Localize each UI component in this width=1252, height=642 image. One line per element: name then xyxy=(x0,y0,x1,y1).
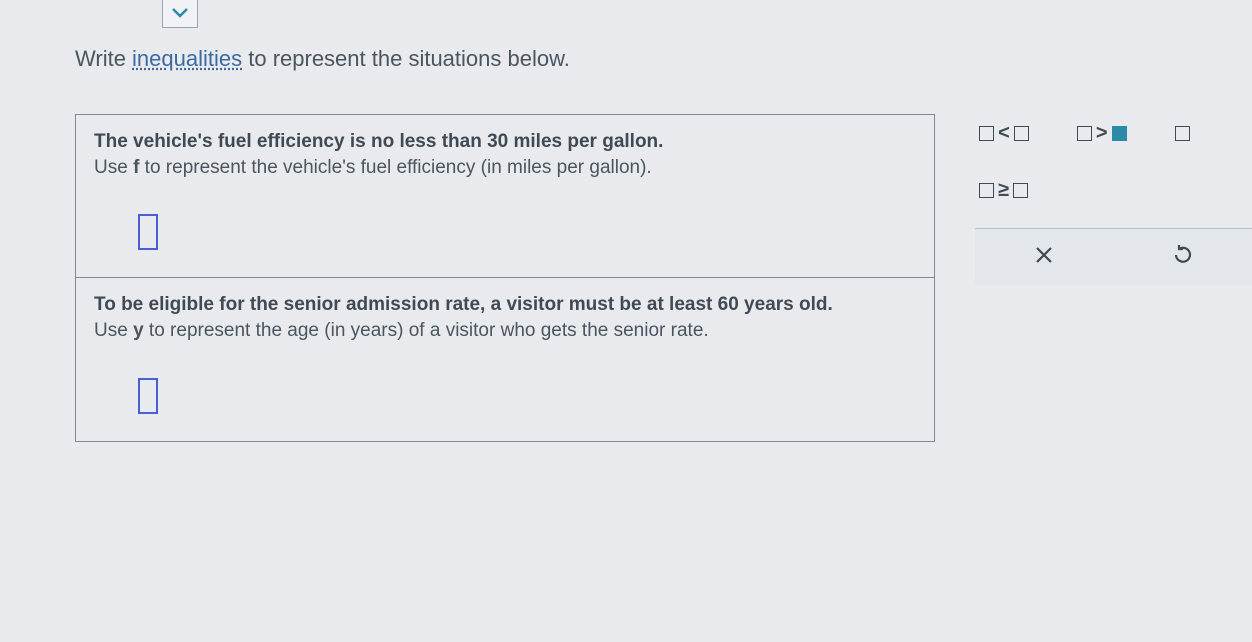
placeholder-box-icon xyxy=(1077,126,1092,141)
chevron-down-icon xyxy=(171,7,189,19)
placeholder-box-filled-icon xyxy=(1112,126,1127,141)
partial-symbol-button[interactable] xyxy=(1175,122,1190,145)
questions-container: The vehicle's fuel efficiency is no less… xyxy=(75,114,935,442)
placeholder-box-icon xyxy=(979,183,994,198)
greater-equal-button[interactable]: ≥ xyxy=(979,179,1028,202)
dropdown-toggle[interactable] xyxy=(162,0,198,28)
undo-icon xyxy=(1171,243,1195,267)
answer-input-2[interactable] xyxy=(138,378,158,414)
question-1: The vehicle's fuel efficiency is no less… xyxy=(76,115,934,278)
placeholder-box-icon xyxy=(1013,183,1028,198)
symbol-palette: < > ≥ xyxy=(975,114,1252,285)
clear-button[interactable] xyxy=(975,243,1113,267)
less-than-button[interactable]: < xyxy=(979,122,1029,145)
instruction-suffix: to represent the situations below. xyxy=(242,46,570,71)
question-1-sub: Use f to represent the vehicle's fuel ef… xyxy=(94,155,916,181)
question-2-prompt: To be eligible for the senior admission … xyxy=(94,292,916,318)
placeholder-box-icon xyxy=(979,126,994,141)
instruction-text: Write inequalities to represent the situ… xyxy=(75,46,1252,72)
question-2: To be eligible for the senior admission … xyxy=(76,278,934,440)
close-icon xyxy=(1033,244,1055,266)
inequalities-link[interactable]: inequalities xyxy=(132,46,242,71)
question-1-prompt: The vehicle's fuel efficiency is no less… xyxy=(94,129,916,155)
reset-button[interactable] xyxy=(1114,243,1252,267)
instruction-prefix: Write xyxy=(75,46,132,71)
answer-input-1[interactable] xyxy=(138,214,158,250)
placeholder-box-icon xyxy=(1175,126,1190,141)
greater-than-button[interactable]: > xyxy=(1077,122,1127,145)
placeholder-box-icon xyxy=(1014,126,1029,141)
question-2-sub: Use y to represent the age (in years) of… xyxy=(94,318,916,344)
